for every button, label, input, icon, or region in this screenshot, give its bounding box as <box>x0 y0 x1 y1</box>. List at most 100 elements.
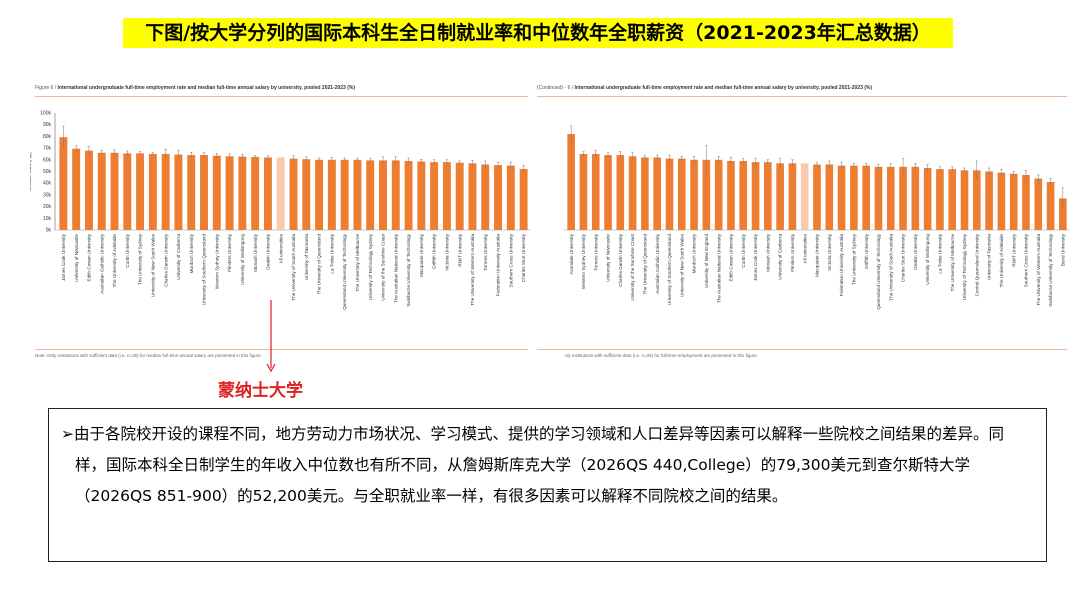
bar <box>677 158 686 230</box>
bar <box>1046 182 1055 230</box>
bar <box>455 162 464 230</box>
y-tick-label: 100k <box>40 111 51 117</box>
bar <box>97 152 106 230</box>
bar <box>1059 198 1067 230</box>
bar <box>604 155 612 230</box>
x-tick-label: Edith Cowan University <box>87 233 92 281</box>
x-tick-label: Swinburne University of Technology <box>406 233 411 306</box>
bar <box>340 159 349 230</box>
bar <box>238 156 247 230</box>
bar <box>148 153 157 230</box>
bar <box>862 165 870 230</box>
bar <box>85 150 93 230</box>
arrow-bullet-icon: ➢ <box>61 425 74 443</box>
bar <box>315 159 324 230</box>
x-tick-label: University of Southern Queensland <box>202 234 207 306</box>
x-tick-label: University of Southern Queensland <box>667 234 672 306</box>
bar <box>985 171 993 230</box>
bar <box>481 164 490 230</box>
x-tick-label: Deakin University <box>266 233 271 269</box>
x-tick-label: James Cook University <box>61 233 66 281</box>
bar <box>430 162 439 230</box>
x-tick-label: Flinders University <box>790 233 795 271</box>
x-tick-label: Victoria University <box>827 233 832 270</box>
x-tick-label: Griffith University <box>864 233 869 269</box>
bar <box>960 170 969 230</box>
x-tick-label: Griffith University <box>432 233 437 269</box>
bar <box>263 157 272 230</box>
x-tick-label: The Australian National University <box>716 233 721 303</box>
bar <box>899 166 907 230</box>
x-tick-label: Bond University <box>1060 233 1065 266</box>
x-tick-label: The University of Adelaide <box>999 234 1004 288</box>
bar <box>506 165 515 230</box>
x-tick-label: The University of South Australia <box>291 234 296 301</box>
x-tick-label: Swinburne University of Technology <box>1048 233 1053 306</box>
x-tick-label: Torrens University <box>593 233 598 270</box>
explanation-box: ➢由于各院校开设的课程不同，地方劳动力市场状况、学习模式、提供的学习领域和人口差… <box>48 408 1047 562</box>
x-tick-label: The University of Sydney <box>138 233 143 285</box>
x-tick-label: Western Sydney University <box>581 233 586 289</box>
x-tick-label: Western Sydney University <box>214 233 219 289</box>
bar <box>579 153 588 230</box>
bar <box>850 165 858 230</box>
bar <box>997 172 1006 230</box>
x-tick-label: All universities <box>802 233 807 263</box>
x-tick-label: The University of Queensland <box>643 234 648 295</box>
x-tick-label: University of Technology Sydney <box>962 233 967 300</box>
x-tick-label: Torrens University <box>483 233 488 270</box>
bar <box>702 159 711 230</box>
top-rule-right <box>537 96 1067 97</box>
bar <box>874 166 883 230</box>
bar <box>936 169 944 230</box>
bar <box>788 163 797 230</box>
x-tick-label: University of Newcastle <box>74 234 79 282</box>
x-tick-label: RMIT University <box>457 233 462 266</box>
x-tick-label: University of Tasmania <box>987 234 992 281</box>
x-tick-label: La Trobe University <box>938 233 943 273</box>
x-tick-label: Curtin University <box>741 233 746 267</box>
bar <box>665 158 674 230</box>
bar <box>468 163 477 230</box>
slide-title: 下图/按大学分列的国际本科生全日制就业率和中位数年全职薪资（2021-2023年… <box>123 18 953 48</box>
x-tick-label: University of Tasmania <box>304 234 309 281</box>
bar <box>825 164 834 230</box>
y-tick-label: 20k <box>43 204 52 210</box>
x-tick-label: Monash University <box>765 233 770 271</box>
figure-label-right: (Continued) - 6 <box>537 85 571 91</box>
x-tick-label: Southern Cross University <box>508 233 513 287</box>
bar <box>813 164 821 230</box>
x-tick-label: Murdoch University <box>692 233 697 273</box>
y-axis-label: Median salary ($) <box>30 152 33 191</box>
x-tick-label: Deakin University <box>913 233 918 269</box>
y-tick-label: 30k <box>43 192 52 198</box>
bar <box>616 155 625 230</box>
x-tick-label: The Australian National University <box>393 233 398 303</box>
bar <box>690 159 698 230</box>
x-tick-label: Monash University <box>253 233 258 271</box>
x-tick-label: The University of Melbourne <box>950 234 955 292</box>
bar <box>727 160 735 230</box>
bar <box>776 163 784 230</box>
figure-caption-left: International undergraduate full-time em… <box>57 85 355 91</box>
x-tick-label: University of Canberra <box>176 234 181 280</box>
y-tick-label: 10k <box>43 216 52 222</box>
bar <box>72 148 81 230</box>
x-tick-label: Queensland University of Technology <box>876 233 881 309</box>
bar <box>366 160 375 230</box>
bar <box>59 137 68 230</box>
y-tick-label: 40k <box>43 181 52 187</box>
x-tick-label: University of New England <box>704 234 709 288</box>
bar <box>391 160 400 230</box>
x-tick-label: University of Technology Sydney <box>368 233 373 300</box>
bar <box>1034 178 1043 230</box>
bar <box>276 157 285 230</box>
employment-chart: Avondale University Western Sydney Univer… <box>563 125 1069 310</box>
bar <box>653 157 661 230</box>
x-tick-label: The University of Adelaide <box>112 234 117 288</box>
bar <box>972 170 981 230</box>
x-tick-label: Federation University Australia <box>839 234 844 297</box>
x-tick-label: University of Canberra <box>778 234 783 280</box>
footnote-right: nly institutions with sufficient data (i… <box>565 353 759 358</box>
x-tick-label: Australian Catholic University <box>99 233 104 293</box>
